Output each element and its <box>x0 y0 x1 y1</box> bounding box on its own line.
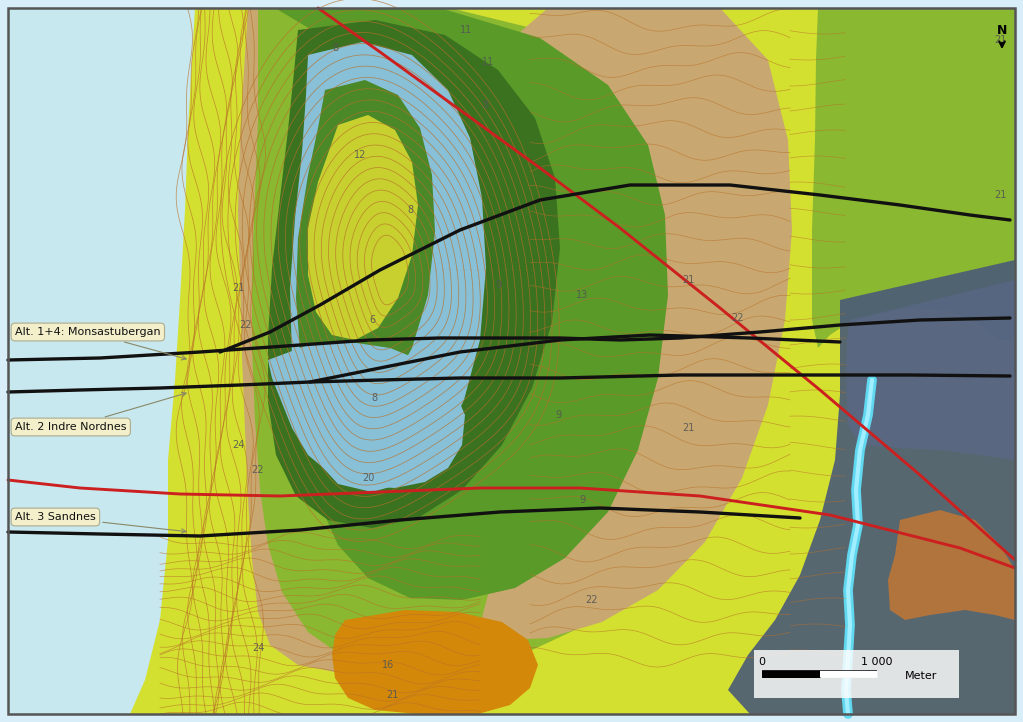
Text: 6: 6 <box>369 315 375 325</box>
Text: 8: 8 <box>371 393 377 403</box>
Text: 11: 11 <box>460 25 473 35</box>
Polygon shape <box>252 8 728 672</box>
Polygon shape <box>308 115 418 340</box>
Polygon shape <box>846 280 1015 460</box>
Text: 21: 21 <box>386 690 398 700</box>
Text: 21: 21 <box>232 283 244 293</box>
Polygon shape <box>238 8 548 672</box>
Text: 9: 9 <box>579 495 585 505</box>
Polygon shape <box>290 42 486 492</box>
Text: 22: 22 <box>586 595 598 605</box>
Text: 21: 21 <box>681 275 695 285</box>
Text: 21: 21 <box>993 190 1007 200</box>
Text: 21: 21 <box>993 35 1007 45</box>
Polygon shape <box>130 8 1015 714</box>
Text: 22: 22 <box>238 320 252 330</box>
Text: 24: 24 <box>232 440 244 450</box>
Polygon shape <box>332 610 538 714</box>
Text: 8: 8 <box>331 43 338 53</box>
Text: N: N <box>996 24 1008 37</box>
Polygon shape <box>268 20 560 528</box>
Text: 21: 21 <box>681 423 695 433</box>
Text: Alt. 1+4: Monsastubergan: Alt. 1+4: Monsastubergan <box>15 327 186 360</box>
Text: 12: 12 <box>354 150 366 160</box>
Polygon shape <box>812 8 1015 348</box>
Polygon shape <box>296 80 435 408</box>
Text: 8: 8 <box>482 100 488 110</box>
Text: 8: 8 <box>407 205 413 215</box>
Text: 9: 9 <box>495 280 501 290</box>
Text: Meter: Meter <box>905 671 937 681</box>
Polygon shape <box>480 8 792 640</box>
Text: 11: 11 <box>482 57 494 67</box>
Text: 9: 9 <box>554 410 561 420</box>
Polygon shape <box>888 510 1015 620</box>
Text: 22: 22 <box>731 313 745 323</box>
Polygon shape <box>728 260 1015 714</box>
Text: 16: 16 <box>382 660 394 670</box>
Text: Alt. 2 Indre Nordnes: Alt. 2 Indre Nordnes <box>15 392 186 432</box>
Text: 1 000: 1 000 <box>861 657 893 667</box>
Text: 0: 0 <box>758 657 765 667</box>
Text: 22: 22 <box>252 465 264 475</box>
Text: 20: 20 <box>362 473 374 483</box>
Text: Alt. 3 Sandnes: Alt. 3 Sandnes <box>15 512 186 534</box>
Polygon shape <box>505 8 855 714</box>
Text: 24: 24 <box>252 643 264 653</box>
Bar <box>754 650 959 698</box>
Text: 13: 13 <box>576 290 588 300</box>
Polygon shape <box>268 342 465 488</box>
Polygon shape <box>275 8 668 600</box>
